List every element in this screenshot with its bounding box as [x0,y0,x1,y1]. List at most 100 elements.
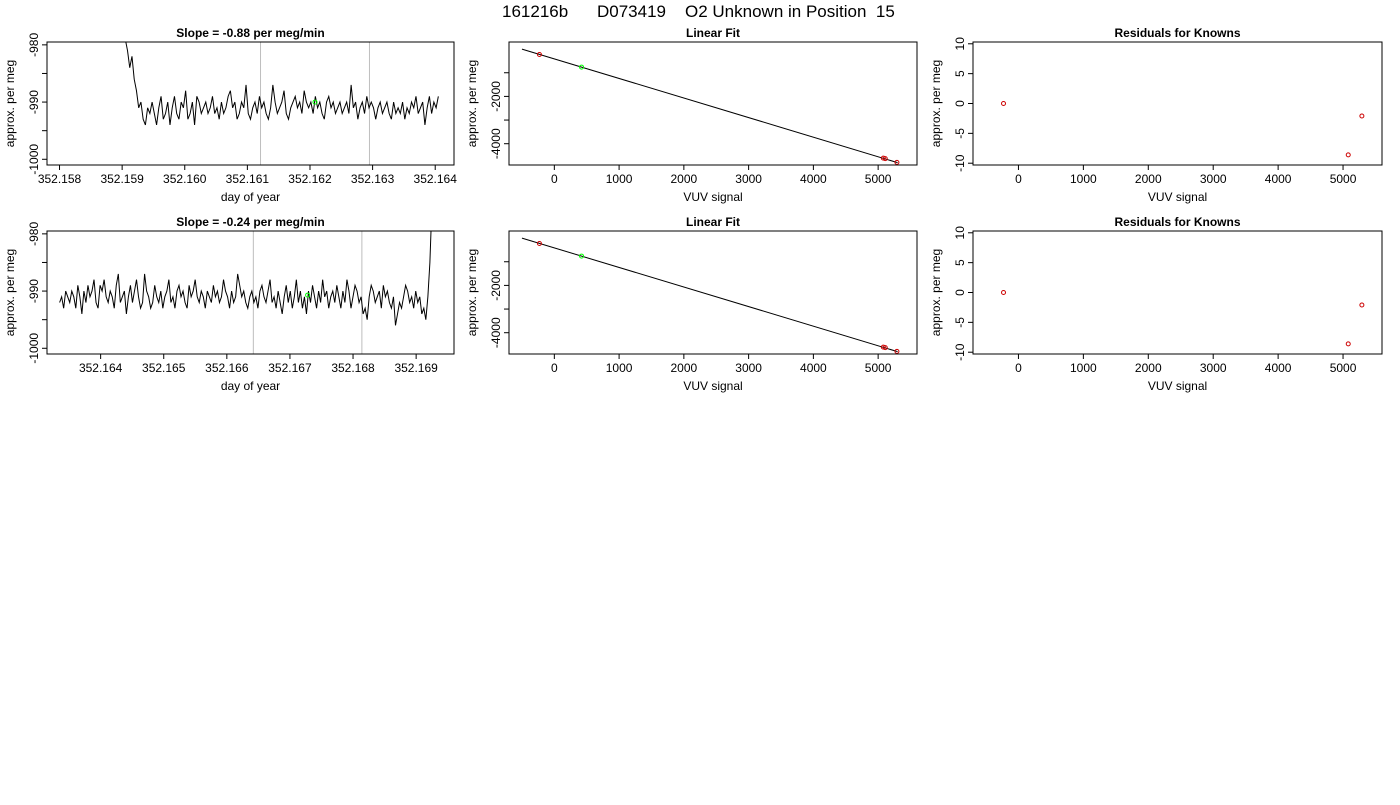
x-axis-label: day of year [221,190,280,204]
y-tick-label: -5 [953,317,967,328]
x-tick-label: 3000 [1200,172,1227,186]
x-tick-label: 4000 [1265,172,1292,186]
known-point [1001,101,1007,106]
y-axis-label: approx. per meg [929,60,943,147]
chart-panel-5: Linear Fit 0 1000 2000 3000 4000 5000 -2000 -400… [465,215,918,393]
x-tick-label: 0 [551,172,558,186]
panel-title: Linear Fit [686,215,740,229]
y-tick-label: -4000 [489,317,503,348]
plot-frame [508,41,918,166]
y-tick-label: -980 [27,33,41,57]
x-tick-label: 352.168 [331,361,375,375]
known-point [882,156,888,162]
x-tick-label: 1000 [1070,361,1097,375]
figure-title-description: O2 Unknown in Position 15 [685,2,895,21]
x-tick-label: 1000 [1070,172,1097,186]
fit-line [521,237,898,353]
plot-frame [508,230,918,355]
y-tick-label: 5 [953,70,967,77]
x-tick-label: 352.159 [100,172,144,186]
unknown-point [579,64,585,70]
x-tick-label: 4000 [1265,361,1292,375]
panel-title: Residuals for Knowns [1114,215,1240,229]
y-tick-label: -990 [27,279,41,303]
x-tick-label: 352.158 [38,172,82,186]
x-tick-label: 2000 [671,172,698,186]
y-tick-label: 10 [953,226,967,240]
plot-frame [46,230,455,355]
y-axis-label: approx. per meg [3,249,17,336]
fit-line [521,48,898,164]
plot-area [125,42,439,165]
x-tick-label: 2000 [1135,172,1162,186]
x-tick-label: 5000 [1330,172,1357,186]
known-point [536,241,542,247]
figure-title-sample-id: D073419 [597,2,666,21]
chart-panel-2: Linear Fit 0 1000 2000 3000 4000 5000 -2000 -400… [465,26,918,204]
known-point [1001,290,1007,295]
panel-title: Linear Fit [686,26,740,40]
x-tick-label: 5000 [1330,361,1357,375]
y-tick-label: -10 [953,154,967,172]
unknown-point [312,99,318,105]
x-axis-label: day of year [221,379,280,393]
known-point [1345,152,1351,158]
x-tick-label: 0 [1015,361,1022,375]
x-tick-label: 352.164 [414,172,458,186]
y-tick-label: -2000 [489,81,503,112]
x-tick-label: 4000 [800,172,827,186]
y-tick-label: -980 [27,222,41,246]
x-tick-label: 0 [551,361,558,375]
x-axis-label: VUV signal [683,190,742,204]
y-axis-label: approx. per meg [465,60,479,147]
y-axis-label: approx. per meg [3,60,17,147]
series-line [125,42,439,126]
y-tick-label: -1000 [27,144,41,175]
y-tick-label: 0 [953,100,967,107]
figure-title: 161216b D073419 O2 Unknown in Position 1… [502,2,895,21]
known-point [1359,302,1365,308]
x-tick-label: 352.167 [268,361,312,375]
x-axis-label: VUV signal [1148,190,1207,204]
x-tick-label: 352.166 [205,361,249,375]
unknown-point [579,253,585,259]
chart-panel-3: Residuals for Knowns 0 1000 2000 3000 4000 500… [929,26,1383,204]
x-tick-label: 2000 [1135,361,1162,375]
plot-frame [972,230,1383,355]
y-tick-label: 5 [953,259,967,266]
x-tick-label: 3000 [735,172,762,186]
plot-frame [46,41,455,166]
x-tick-label: 3000 [1200,361,1227,375]
x-tick-label: 352.162 [288,172,332,186]
plot-area [59,231,432,354]
panel-title: Slope = -0.24 per meg/min [176,215,324,229]
x-tick-label: 2000 [671,361,698,375]
panel-title: Slope = -0.88 per meg/min [176,26,324,40]
unknown-point [305,292,311,298]
known-point [894,159,900,165]
plot-area [1001,101,1365,158]
x-tick-label: 1000 [606,172,633,186]
x-tick-label: 5000 [865,172,892,186]
x-tick-label: 4000 [800,361,827,375]
y-tick-label: -5 [953,128,967,139]
series-line [59,231,432,326]
y-tick-label: 0 [953,289,967,296]
chart-panel-1: Slope = -0.88 per meg/min 352.158 352.159 3… [3,26,457,204]
x-tick-label: 5000 [865,361,892,375]
y-tick-label: -1000 [27,333,41,364]
y-tick-label: -10 [953,343,967,361]
known-point [1345,341,1351,347]
x-tick-label: 1000 [606,361,633,375]
known-point [536,52,542,58]
plot-area [521,48,900,165]
x-tick-label: 352.163 [351,172,395,186]
y-tick-label: -4000 [489,128,503,159]
x-tick-label: 352.160 [163,172,207,186]
known-point [1359,113,1365,119]
plot-frame [972,41,1383,166]
x-axis-label: VUV signal [683,379,742,393]
y-tick-label: -2000 [489,270,503,301]
